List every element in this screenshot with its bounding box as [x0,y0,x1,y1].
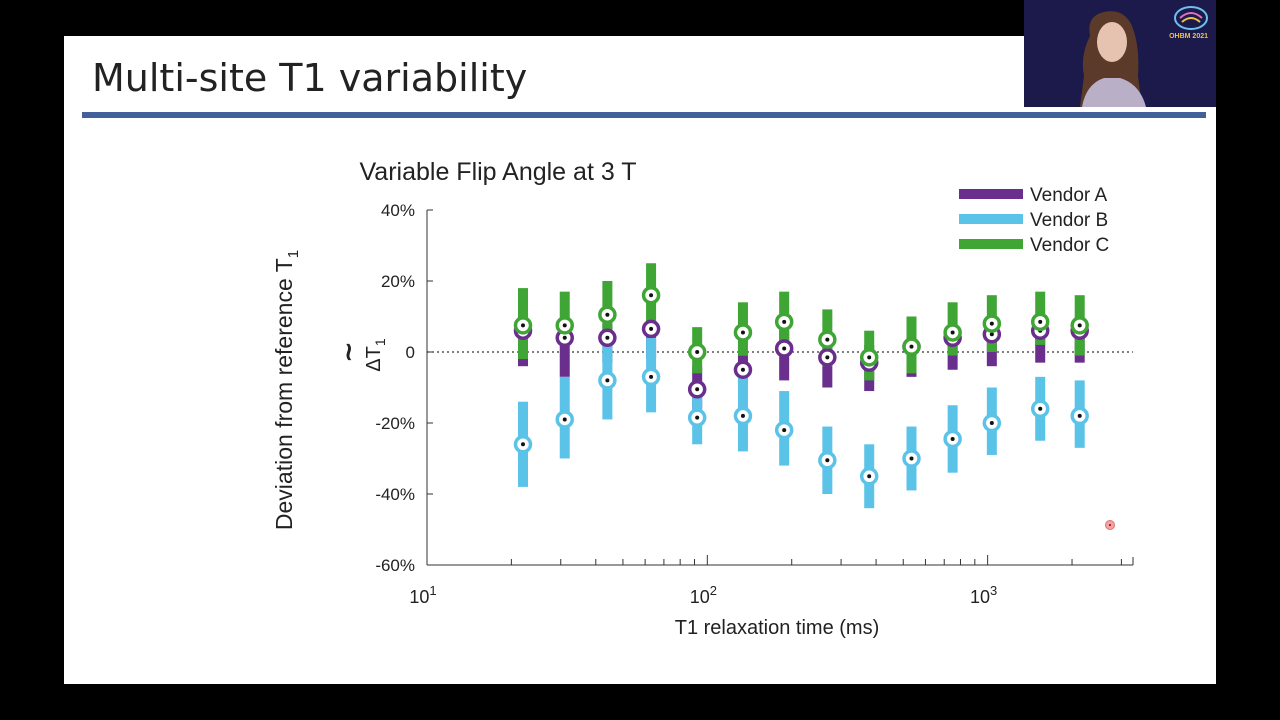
data-point-center [1038,406,1043,411]
data-point-center [989,332,994,337]
legend-label: Vendor A [1030,185,1107,206]
x-axis-label: T1 relaxation time (ms) [675,617,880,639]
presenter-image [1080,11,1146,107]
data-point-center [867,355,872,360]
data-point-center [782,346,787,351]
svg-text:ΔT1: ΔT1 [363,338,388,372]
x-tick-exponent: 2 [710,583,717,598]
data-point-center [740,367,745,372]
inner-y-label: ΔT1 [363,338,388,372]
data-point-center [605,335,610,340]
x-tick-base: 10 [970,587,990,607]
title-rule [82,112,1206,118]
data-point-center [649,293,654,298]
y-axis-label: Deviation from reference T1 [271,250,302,530]
y-tick-label: 20% [381,272,415,291]
x-tick-exponent: 1 [429,583,436,598]
data-point-center [989,421,994,425]
data-point-center [1077,323,1082,328]
x-tick-label: 101 [409,583,436,607]
y-axis-label-text: Deviation from reference T [271,258,297,530]
legend: Vendor A Vendor B Vendor C [959,185,1109,256]
slide: Multi-site T1 variability [64,36,1216,684]
legend-label: Vendor B [1030,210,1108,231]
legend-swatch [959,189,1023,199]
laser-pointer-dot [1105,520,1115,530]
inner-y-label-sub: 1 [372,338,388,346]
data-point-center [520,323,525,328]
data-point-center [605,378,610,383]
webcam-feed: OHBM 2021 [1024,0,1216,107]
data-point-center [825,458,830,463]
x-tick-label: 103 [970,583,997,607]
y-tick-label: -40% [375,485,415,504]
data-point-center [605,312,610,317]
data-point-center [562,323,567,328]
axes: -60%-40%-20%020%40%101 102 103 [375,201,1134,607]
data-point-center [520,442,525,447]
inner-y-label-text: ΔT [363,346,385,372]
data-point-center [782,319,787,324]
x-tick-label: 102 [690,583,717,607]
x-tick-exponent: 3 [990,583,997,598]
legend-swatch [959,239,1023,249]
data-point-center [562,335,567,340]
data-point-center [1077,413,1082,418]
legend-swatch [959,214,1023,224]
legend-label: Vendor C [1030,235,1109,256]
data-point-center [950,330,955,335]
y-axis-label-sub: 1 [285,250,302,258]
data-point-center [825,337,830,342]
y-tick-label: 0 [406,343,415,362]
tilde-mark: ~ [334,341,364,363]
data-point-center [909,344,914,349]
data-point-center [909,456,914,461]
brain-logo-icon [1174,6,1208,30]
data-point-center [1038,319,1043,324]
slide-title: Multi-site T1 variability [92,56,528,100]
y-tick-label: -60% [375,556,415,575]
x-tick-base: 10 [409,587,429,607]
data-point-center [740,330,745,335]
y-tick-label: -20% [375,414,415,433]
data-point-center [695,387,700,392]
data-point-center [989,321,994,326]
svg-text:Deviation from reference T1: Deviation from reference T1 [271,250,302,530]
range-bar [559,327,570,377]
event-label: OHBM 2021 [1169,33,1208,40]
marks [513,263,1089,509]
data-point-center [562,417,567,422]
x-tick-base: 10 [690,587,710,607]
y-tick-label: 40% [381,201,415,220]
data-point-center [825,355,830,360]
data-point-center [695,350,700,354]
chart-title: Variable Flip Angle at 3 T [359,158,636,186]
data-point-center [782,428,787,433]
data-point-center [867,474,872,479]
data-point-center [649,374,654,379]
data-point-center [695,415,700,420]
data-point-center [649,326,654,331]
data-point-center [950,436,955,441]
data-point-center [740,413,745,418]
